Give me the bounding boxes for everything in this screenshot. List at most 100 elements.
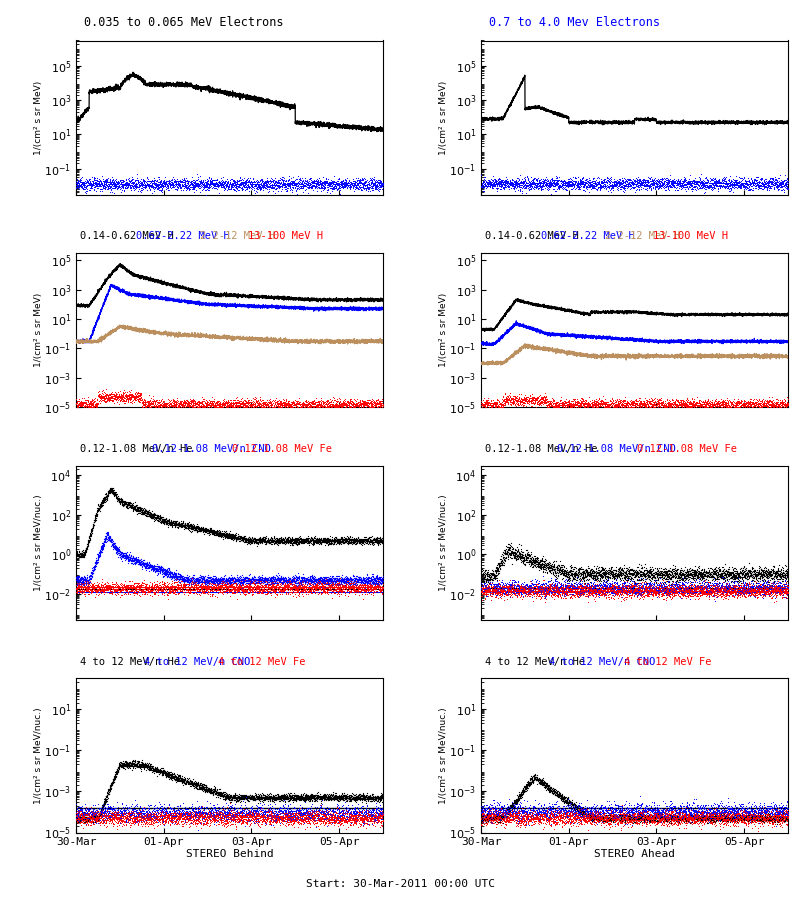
Point (137, 556, 150, 571)
Point (204, 784, 217, 798)
Point (86, 563, 99, 578)
Point (321, 789, 334, 804)
Point (111, 766, 124, 780)
Point (480, 814, 493, 829)
Point (216, 526, 229, 540)
Point (229, 805, 242, 819)
Point (551, 176, 564, 191)
Point (578, 572, 590, 587)
Point (506, 581, 519, 596)
Point (84, 568, 97, 582)
Point (180, 775, 193, 789)
Point (279, 577, 292, 591)
Point (103, 176, 116, 191)
Point (206, 176, 219, 191)
Point (205, 813, 218, 827)
Point (150, 574, 163, 589)
Point (323, 579, 336, 593)
Point (520, 178, 533, 193)
Point (652, 178, 665, 193)
Point (725, 400, 738, 414)
Point (721, 565, 734, 580)
Point (131, 585, 144, 599)
Point (623, 816, 636, 831)
Point (350, 788, 362, 803)
Point (767, 399, 780, 413)
Point (89, 813, 102, 827)
Point (135, 400, 148, 415)
Point (110, 580, 123, 594)
Point (370, 578, 383, 592)
Point (229, 395, 242, 410)
Point (240, 531, 253, 545)
Point (535, 395, 548, 410)
Point (744, 815, 757, 830)
Point (85, 579, 98, 593)
Point (227, 809, 240, 824)
Point (144, 174, 157, 188)
Point (597, 581, 610, 596)
Point (166, 515, 178, 529)
Point (351, 569, 364, 583)
Point (111, 577, 124, 591)
Point (724, 581, 737, 596)
Point (525, 172, 538, 186)
Point (688, 179, 701, 194)
Point (671, 578, 684, 592)
Point (748, 588, 761, 602)
Point (558, 576, 571, 590)
Point (533, 812, 546, 826)
Point (230, 814, 243, 829)
Point (229, 534, 242, 548)
Point (492, 585, 505, 599)
Point (70, 392, 83, 407)
Point (139, 402, 152, 417)
Point (123, 754, 136, 769)
Point (610, 576, 623, 590)
Point (337, 803, 350, 817)
Point (482, 810, 495, 824)
Point (506, 798, 518, 813)
Point (725, 574, 738, 589)
Point (166, 567, 179, 581)
Point (274, 810, 286, 824)
Point (766, 559, 779, 573)
Point (158, 808, 170, 823)
Point (250, 575, 262, 590)
Point (629, 579, 642, 593)
Point (218, 525, 231, 539)
Point (282, 582, 295, 597)
Point (522, 578, 535, 592)
Point (676, 176, 689, 191)
Point (685, 563, 698, 578)
Point (530, 177, 542, 192)
Point (110, 540, 122, 554)
Point (765, 578, 778, 592)
Point (219, 582, 232, 597)
Point (274, 574, 286, 589)
Point (247, 573, 260, 588)
Point (660, 809, 673, 824)
Point (377, 398, 390, 412)
Point (702, 812, 715, 826)
Point (692, 813, 705, 827)
Point (174, 770, 186, 784)
Point (710, 585, 723, 599)
Point (126, 806, 138, 820)
Point (156, 178, 169, 193)
Point (645, 813, 658, 827)
Point (638, 569, 651, 583)
Point (138, 174, 150, 188)
Point (337, 393, 350, 408)
Point (727, 805, 740, 819)
Point (564, 399, 577, 413)
Point (646, 571, 658, 585)
Point (310, 391, 322, 405)
Point (722, 806, 734, 820)
Point (330, 180, 342, 194)
Point (485, 396, 498, 410)
Point (258, 572, 270, 586)
Point (575, 587, 588, 601)
Point (199, 580, 212, 594)
Point (90, 578, 103, 592)
